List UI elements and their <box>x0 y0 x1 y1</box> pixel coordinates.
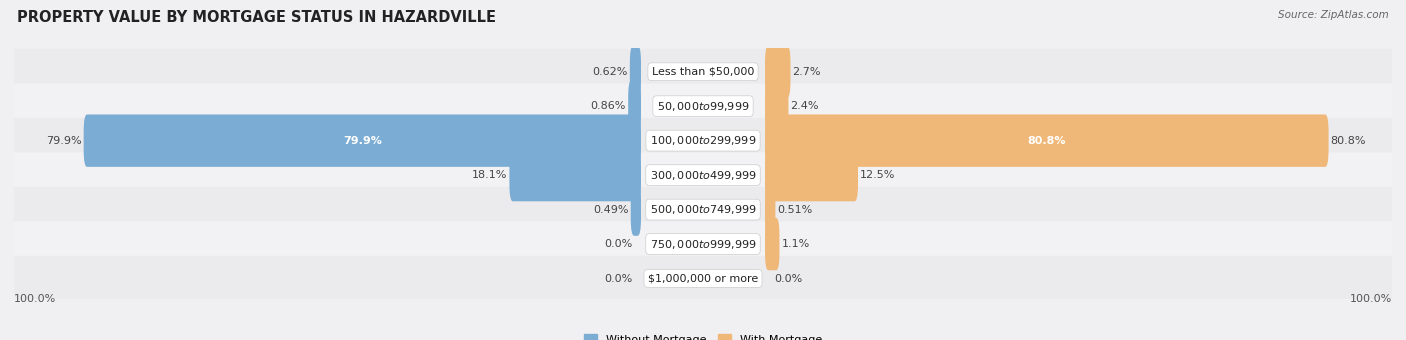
Text: 0.0%: 0.0% <box>773 273 803 284</box>
FancyBboxPatch shape <box>8 83 1398 129</box>
Text: 100.0%: 100.0% <box>1350 293 1392 304</box>
Text: 18.1%: 18.1% <box>472 170 508 180</box>
Text: $50,000 to $99,999: $50,000 to $99,999 <box>657 100 749 113</box>
FancyBboxPatch shape <box>765 80 789 132</box>
Text: 2.7%: 2.7% <box>793 67 821 77</box>
Text: 0.0%: 0.0% <box>603 239 633 249</box>
FancyBboxPatch shape <box>509 149 641 201</box>
Text: PROPERTY VALUE BY MORTGAGE STATUS IN HAZARDVILLE: PROPERTY VALUE BY MORTGAGE STATUS IN HAZ… <box>17 10 496 25</box>
FancyBboxPatch shape <box>765 115 1329 167</box>
Text: $100,000 to $299,999: $100,000 to $299,999 <box>650 134 756 147</box>
Legend: Without Mortgage, With Mortgage: Without Mortgage, With Mortgage <box>579 330 827 340</box>
Text: 79.9%: 79.9% <box>46 136 82 146</box>
Text: 80.8%: 80.8% <box>1330 136 1367 146</box>
Text: $1,000,000 or more: $1,000,000 or more <box>648 273 758 284</box>
FancyBboxPatch shape <box>765 218 779 270</box>
Text: 0.62%: 0.62% <box>592 67 627 77</box>
FancyBboxPatch shape <box>8 49 1398 95</box>
FancyBboxPatch shape <box>8 221 1398 267</box>
Text: 0.51%: 0.51% <box>778 205 813 215</box>
FancyBboxPatch shape <box>83 115 641 167</box>
Text: 0.0%: 0.0% <box>603 273 633 284</box>
FancyBboxPatch shape <box>765 46 790 98</box>
Text: 79.9%: 79.9% <box>343 136 382 146</box>
FancyBboxPatch shape <box>631 183 641 236</box>
FancyBboxPatch shape <box>765 183 775 236</box>
FancyBboxPatch shape <box>630 46 641 98</box>
Text: 80.8%: 80.8% <box>1028 136 1066 146</box>
FancyBboxPatch shape <box>8 152 1398 198</box>
Text: Source: ZipAtlas.com: Source: ZipAtlas.com <box>1278 10 1389 20</box>
Text: 2.4%: 2.4% <box>790 101 820 111</box>
FancyBboxPatch shape <box>628 80 641 132</box>
Text: $750,000 to $999,999: $750,000 to $999,999 <box>650 238 756 251</box>
FancyBboxPatch shape <box>8 256 1398 301</box>
Text: 0.49%: 0.49% <box>593 205 628 215</box>
Text: $300,000 to $499,999: $300,000 to $499,999 <box>650 169 756 182</box>
Text: $500,000 to $749,999: $500,000 to $749,999 <box>650 203 756 216</box>
Text: 0.86%: 0.86% <box>591 101 626 111</box>
Text: 12.5%: 12.5% <box>860 170 896 180</box>
FancyBboxPatch shape <box>765 149 858 201</box>
Text: Less than $50,000: Less than $50,000 <box>652 67 754 77</box>
FancyBboxPatch shape <box>8 118 1398 164</box>
Text: 1.1%: 1.1% <box>782 239 810 249</box>
FancyBboxPatch shape <box>8 187 1398 232</box>
Text: 100.0%: 100.0% <box>14 293 56 304</box>
